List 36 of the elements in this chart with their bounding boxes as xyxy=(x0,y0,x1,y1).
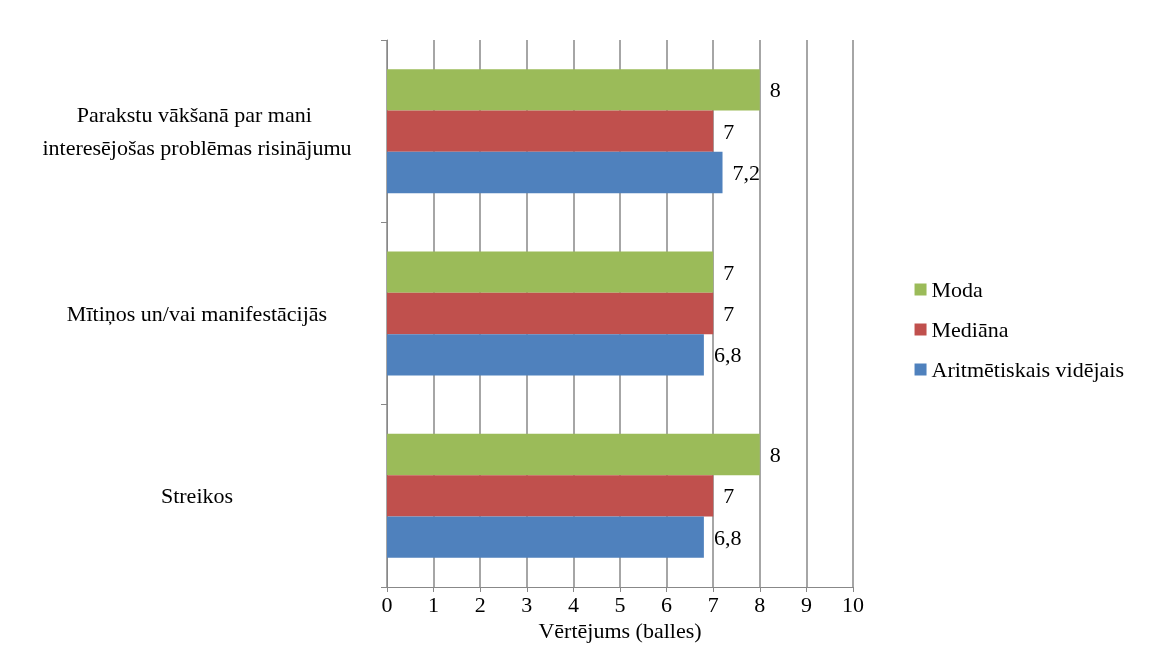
x-tick-label: 10 xyxy=(842,591,864,617)
legend-label: Mediāna xyxy=(931,317,1009,342)
x-tick-label: 5 xyxy=(614,591,626,617)
bar xyxy=(387,475,714,517)
bar xyxy=(387,69,760,111)
data-label: 7,2 xyxy=(732,160,761,185)
x-tick-label: 0 xyxy=(381,591,393,617)
x-tick-label: 9 xyxy=(800,591,812,617)
bar xyxy=(387,110,714,152)
bar xyxy=(387,251,714,293)
data-label: 6,8 xyxy=(713,342,742,368)
x-tick-label: 4 xyxy=(567,591,579,617)
data-label: 7 xyxy=(723,118,735,144)
x-tick-label: 1 xyxy=(428,591,440,617)
x-tick-label: 8 xyxy=(754,591,766,617)
x-axis-title: Vērtējums (balles) xyxy=(538,618,702,644)
bar xyxy=(387,151,723,194)
data-label: 8 xyxy=(769,77,781,103)
data-label: 7 xyxy=(723,301,735,326)
y-tick-label: Mītiņos un/vai manifestācijās xyxy=(66,301,328,326)
bar xyxy=(387,516,704,558)
bar xyxy=(387,334,704,376)
bar xyxy=(387,292,714,335)
legend-label: Aritmētiskais vidējais xyxy=(931,357,1124,382)
data-label: 7 xyxy=(723,483,735,509)
x-tick-label: 2 xyxy=(474,591,486,617)
y-tick-label: Parakstu vākšanā par mani interesējošas problēmas risinājumu xyxy=(42,102,352,161)
data-label: 6,8 xyxy=(713,524,742,550)
x-tick-label: 3 xyxy=(521,591,533,617)
data-label: 8 xyxy=(769,442,781,467)
bar xyxy=(387,433,760,476)
x-tick-label: 6 xyxy=(661,591,673,617)
data-label: 7 xyxy=(723,259,735,285)
y-tick-label: Streikos xyxy=(160,483,234,509)
x-tick-label: 7 xyxy=(707,591,719,617)
legend-label: Moda xyxy=(931,277,984,302)
